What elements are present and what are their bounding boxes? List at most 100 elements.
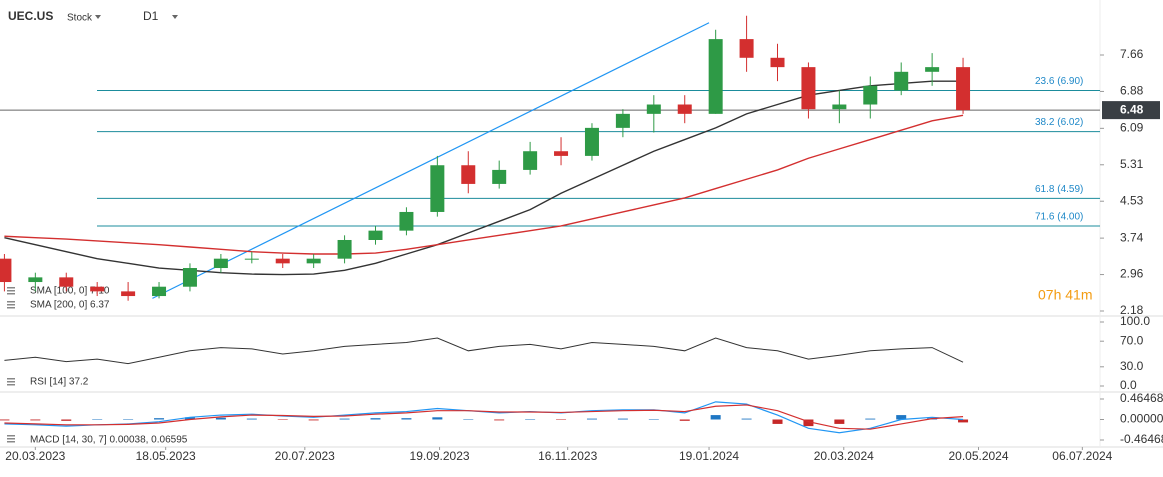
y-tick-label: 0.0 (1120, 378, 1137, 392)
candle-body (925, 67, 940, 72)
last-price-label: 6.48 (1120, 102, 1144, 116)
candle-body (956, 67, 971, 111)
candle-body (894, 71, 909, 91)
y-tick-label: 6.88 (1120, 84, 1144, 98)
candle-body (28, 277, 43, 283)
macd-histogram-bar (370, 418, 381, 420)
x-tick-label: 20.03.2024 (814, 449, 874, 463)
candle-body (275, 258, 290, 264)
y-tick-label: 70.0 (1120, 333, 1144, 347)
y-tick-label: 3.74 (1120, 230, 1144, 244)
candle-body (182, 268, 197, 287)
y-tick-label: 0.46468 (1120, 391, 1163, 405)
macd-histogram-bar (772, 419, 783, 424)
x-tick-label: 18.05.2023 (136, 449, 196, 463)
fib-level-label: 23.6 (6.90) (1035, 76, 1083, 87)
y-tick-label: 30.0 (1120, 359, 1144, 373)
y-tick-label: 0.00000 (1120, 412, 1163, 426)
legend-icons[interactable] (7, 287, 15, 443)
macd-histogram-bar (803, 419, 814, 427)
y-tick-label: 2.96 (1120, 267, 1144, 281)
y-tick-label: 5.31 (1120, 157, 1144, 171)
candle-body (770, 57, 785, 68)
macd-histogram-bar (865, 418, 876, 420)
macd-histogram-bar (61, 419, 72, 421)
macd-histogram-bar (617, 418, 628, 420)
macd-histogram-bar (246, 418, 257, 420)
macd-histogram-bar (30, 419, 41, 421)
x-tick-label: 20.07.2023 (275, 449, 335, 463)
candle-body (708, 39, 723, 114)
macd-histogram-bar (648, 419, 659, 420)
y-tick-label: 7.66 (1120, 47, 1144, 61)
candle-body (461, 165, 476, 184)
x-tick-label: 06.07.2024 (1052, 449, 1112, 463)
candle-body (492, 169, 507, 184)
macd-histogram-bar (401, 418, 412, 420)
macd-histogram-bar (494, 419, 505, 421)
last-price-tag (1102, 101, 1160, 120)
indicator-legend: MACD [14, 30, 7] 0.00038, 0.06595 (30, 435, 188, 446)
dropdown-arrow[interactable] (95, 15, 101, 19)
candle-body (306, 258, 321, 264)
y-tick-label: 2.18 (1120, 303, 1144, 317)
macd-histogram-bar (123, 419, 134, 420)
candle-body (554, 151, 569, 156)
macd-histogram-bar (896, 415, 907, 420)
macd-histogram-bar (154, 418, 165, 420)
candle-body (399, 211, 414, 231)
countdown: 07h 41m (1038, 287, 1092, 303)
macd-histogram-bar (0, 419, 10, 421)
macd-histogram-bar (556, 419, 567, 420)
x-tick-label: 16.11.2023 (538, 449, 597, 463)
candle-body (832, 104, 847, 110)
candle-body (430, 165, 445, 212)
fib-level-label: 61.8 (4.59) (1035, 184, 1083, 195)
candle-body (368, 230, 383, 240)
timeframe[interactable]: D1 (143, 9, 159, 23)
macd-histogram-bar (463, 419, 474, 420)
macd-histogram-bar (679, 419, 690, 421)
candle-body (337, 239, 352, 259)
macd-histogram-bar (215, 417, 226, 420)
fib-level-label: 38.2 (6.02) (1035, 117, 1083, 128)
macd-histogram-bar (308, 419, 319, 421)
macd-histogram-bar (586, 418, 597, 420)
x-tick-label: 19.01.2024 (679, 449, 739, 463)
instrument-kind: Stock (67, 13, 93, 24)
macd-histogram-bar (525, 419, 536, 420)
candle-body (59, 277, 74, 287)
macd-histogram-bar (432, 417, 443, 420)
signal-line (4, 404, 964, 430)
candle-body (646, 104, 661, 114)
macd-histogram-bar (339, 418, 350, 420)
trendline (152, 22, 710, 299)
macd-histogram-bar (277, 419, 288, 420)
candle-body (213, 258, 228, 269)
candle-body (615, 113, 630, 128)
candle-body (677, 104, 692, 114)
fib-level-label: 71.6 (4.00) (1035, 212, 1083, 223)
macd-histogram-bar (710, 415, 721, 420)
x-tick-label: 19.09.2023 (410, 449, 470, 463)
candle-body (0, 258, 12, 283)
candle-body (863, 85, 878, 105)
y-tick-label: -0.46468 (1120, 432, 1163, 446)
legend-entry: SMA [200, 0] 6.37 (30, 300, 110, 311)
macd-histogram-bar (184, 417, 195, 420)
candle-body (584, 127, 599, 156)
y-tick-label: 100.0 (1120, 314, 1150, 328)
dropdown-arrow[interactable] (172, 15, 178, 19)
y-tick-label: 4.53 (1120, 193, 1144, 207)
macd-histogram-bar (958, 419, 969, 423)
candle-body (90, 286, 105, 292)
legend-entry: SMA [100, 0] 7.10 (30, 286, 110, 297)
y-tick-label: 6.09 (1120, 121, 1144, 135)
candle-body (244, 258, 259, 260)
symbol[interactable]: UEC.US (8, 9, 53, 23)
candle-body (739, 39, 754, 58)
macd-histogram-bar (741, 418, 752, 420)
candle-body (121, 291, 136, 297)
